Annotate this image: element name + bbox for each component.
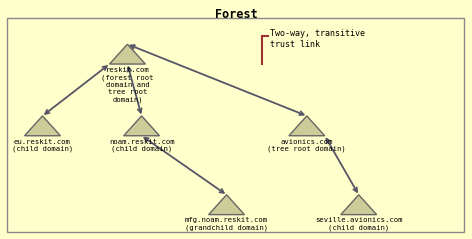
Text: avionics.com
(tree root domain): avionics.com (tree root domain) xyxy=(268,139,346,152)
Text: noam.reskit.com
(child domain): noam.reskit.com (child domain) xyxy=(109,139,175,152)
Polygon shape xyxy=(110,44,145,64)
Polygon shape xyxy=(124,116,160,136)
Text: mfg.noam.reskit.com
(grandchild domain): mfg.noam.reskit.com (grandchild domain) xyxy=(185,217,268,231)
Polygon shape xyxy=(25,116,60,136)
Text: Two-way, transitive
trust link: Two-way, transitive trust link xyxy=(270,29,365,49)
Bar xyxy=(7,18,464,232)
Polygon shape xyxy=(341,195,377,215)
Text: reskit.com
(forest root
domain and
tree root
domain): reskit.com (forest root domain and tree … xyxy=(101,67,154,103)
Text: eu.reskit.com
(child domain): eu.reskit.com (child domain) xyxy=(12,139,73,152)
Text: Forest: Forest xyxy=(215,8,257,21)
Polygon shape xyxy=(209,195,244,215)
Polygon shape xyxy=(289,116,325,136)
Text: seville.avionics.com
(child domain): seville.avionics.com (child domain) xyxy=(315,217,403,231)
